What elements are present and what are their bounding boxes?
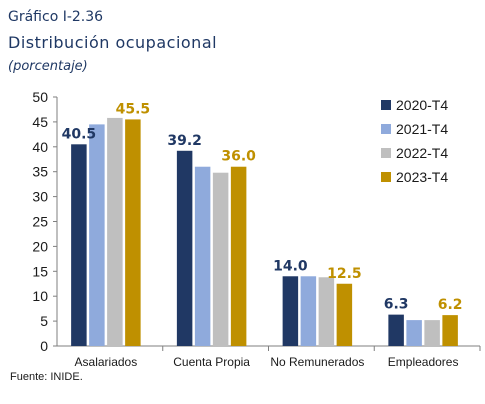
- bar-asalariados-2023-t4: [125, 119, 141, 346]
- y-tick-label: 45: [32, 114, 48, 130]
- data-label: 45.5: [116, 101, 151, 117]
- bar-no-remunerados-2021-t4: [300, 276, 317, 346]
- category-label: Empleadores: [388, 355, 459, 369]
- category-label: Cuenta Propia: [173, 355, 250, 369]
- bar-empleadores-2021-t4: [406, 320, 422, 346]
- legend-swatch: [381, 100, 391, 110]
- y-tick-label: 50: [32, 89, 48, 105]
- bar-empleadores-2023-t4: [442, 315, 458, 346]
- figure-label: Gráfico I-2.36: [8, 9, 104, 25]
- y-tick-label: 5: [40, 313, 48, 329]
- chart-title: Distribución ocupacional: [8, 33, 218, 52]
- category-label: No Remunerados: [270, 355, 364, 369]
- y-tick-label: 35: [32, 164, 48, 180]
- legend-entry: 2023-T4: [396, 169, 448, 185]
- legend-entry: 2020-T4: [396, 97, 448, 113]
- data-label: 12.5: [327, 266, 362, 282]
- bar-no-remunerados-2020-t4: [282, 276, 299, 346]
- legend-swatch: [381, 124, 391, 134]
- y-tick-label: 0: [40, 338, 48, 354]
- bar-no-remunerados-2022-t4: [318, 277, 335, 346]
- bar-asalariados-2022-t4: [107, 117, 123, 346]
- bar-asalariados-2020-t4: [71, 144, 87, 346]
- y-tick-label: 20: [32, 238, 48, 254]
- legend-swatch: [381, 148, 391, 158]
- category-label: Asalariados: [75, 355, 138, 369]
- bar-asalariados-2021-t4: [89, 124, 105, 346]
- source-note: Fuente: INIDE.: [10, 371, 83, 383]
- legend-entry: 2021-T4: [396, 121, 448, 137]
- bar-cuenta-propia-2020-t4: [176, 150, 193, 346]
- bar-empleadores-2020-t4: [388, 314, 404, 346]
- bar-cuenta-propia-2021-t4: [194, 166, 211, 346]
- data-label: 36.0: [221, 149, 256, 165]
- data-label: 40.5: [62, 126, 97, 142]
- data-label: 6.2: [438, 297, 463, 313]
- bar-empleadores-2022-t4: [424, 320, 440, 346]
- bar-no-remunerados-2023-t4: [336, 283, 353, 346]
- data-label: 6.3: [384, 297, 409, 313]
- y-tick-label: 10: [32, 288, 48, 304]
- chart-subtitle: (porcentaje): [8, 59, 88, 74]
- legend-swatch: [381, 172, 391, 182]
- y-tick-label: 40: [32, 139, 48, 155]
- bar-cuenta-propia-2022-t4: [212, 172, 229, 346]
- y-tick-label: 15: [32, 263, 48, 279]
- y-tick-label: 30: [32, 189, 48, 205]
- data-label: 39.2: [167, 133, 202, 149]
- legend-entry: 2022-T4: [396, 145, 448, 161]
- y-tick-label: 25: [32, 214, 48, 230]
- bar-cuenta-propia-2023-t4: [230, 166, 247, 346]
- data-label: 14.0: [273, 258, 308, 274]
